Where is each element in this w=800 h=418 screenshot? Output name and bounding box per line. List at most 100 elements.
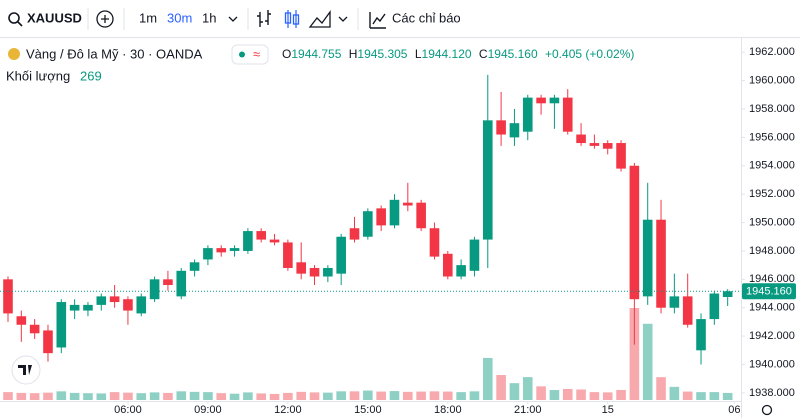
candle-body — [243, 231, 253, 251]
candle-body — [149, 279, 160, 300]
candle-body — [722, 291, 733, 298]
candle-body — [669, 296, 680, 308]
interval-dropdown[interactable] — [228, 16, 238, 22]
volume-bar — [456, 392, 466, 400]
candle-body — [43, 330, 53, 354]
volume-bar — [96, 393, 107, 400]
volume-bar — [616, 390, 626, 400]
candles-icon[interactable] — [284, 12, 292, 24]
candle-body — [443, 253, 453, 277]
x-tick-label: 06 — [728, 404, 740, 416]
search-icon[interactable] — [8, 12, 20, 24]
candle-body — [83, 304, 93, 311]
symbol-logo — [8, 48, 20, 60]
y-tick-label: 1952.000 — [749, 188, 795, 200]
ohlc-key: H — [349, 47, 358, 61]
candle-body — [269, 239, 280, 243]
candle-body — [163, 279, 173, 286]
symbol[interactable]: XAUUSD — [27, 10, 82, 25]
volume-bar — [682, 391, 693, 400]
indicators-icon[interactable] — [369, 12, 386, 29]
interval[interactable]: 1h — [202, 10, 216, 25]
market-status-dot — [239, 51, 245, 58]
volume-bar — [109, 392, 120, 400]
volume-bar — [216, 393, 227, 400]
candle-body — [709, 293, 720, 320]
candle-body — [3, 279, 13, 314]
candle-body — [229, 248, 240, 251]
volume-bar — [722, 392, 733, 400]
volume-bar — [243, 392, 253, 400]
volume-bar — [429, 391, 440, 400]
area-icon[interactable] — [308, 10, 331, 28]
volume-bar — [376, 391, 386, 400]
candle-body — [576, 134, 586, 144]
volume-bar — [363, 390, 373, 400]
candle-body — [403, 202, 413, 206]
interval[interactable]: 30m — [167, 10, 192, 25]
candle-body — [389, 199, 400, 226]
ohlc-value: 1944.120 — [422, 47, 472, 61]
delay-icon: ≈ — [253, 46, 260, 61]
volume-bar — [323, 392, 333, 400]
y-tick-label: 1962.000 — [749, 46, 795, 58]
candle-body — [602, 143, 613, 149]
status-pill[interactable] — [231, 44, 269, 65]
volume-bar — [403, 391, 413, 400]
volume-value: 269 — [80, 68, 102, 83]
volume-bar — [536, 386, 546, 400]
candle-body — [216, 248, 227, 253]
y-tick-label: 1956.000 — [749, 131, 795, 143]
toolbar: XAUUSD 1m 30m 1h Các chỉ báo — [8, 8, 461, 30]
x-tick-label: 18:00 — [434, 404, 462, 416]
candle-body — [283, 242, 293, 268]
volume-bar — [189, 391, 200, 400]
bars-icon[interactable] — [257, 10, 271, 27]
x-tick-label: 06:00 — [114, 404, 142, 416]
volume-bar — [229, 393, 240, 400]
volume-bar — [69, 392, 80, 400]
candle-body — [696, 319, 706, 351]
volume-bar — [56, 391, 67, 400]
y-tick-label: 1938.000 — [749, 387, 795, 399]
candle-body — [323, 267, 333, 277]
candle-body — [96, 296, 107, 305]
volume-bar — [269, 393, 280, 400]
candle-body — [309, 267, 320, 277]
x-tick-label: 15 — [602, 404, 614, 416]
indicators-button[interactable]: Các chỉ báo — [392, 10, 461, 25]
candle-body — [376, 208, 386, 226]
candle-body — [176, 270, 187, 297]
volume-bar — [203, 392, 213, 400]
volume-bar — [283, 392, 293, 400]
candle-body — [656, 219, 666, 308]
interval[interactable]: 1m — [139, 10, 157, 25]
volume-bar — [176, 391, 187, 400]
volume-bar — [43, 392, 53, 400]
candle-body — [189, 262, 200, 271]
y-tick-label: 1944.000 — [749, 302, 795, 314]
candle-body — [536, 97, 546, 104]
volume-bar — [296, 391, 306, 400]
volume-bar — [416, 391, 426, 400]
candle-body — [522, 97, 533, 132]
ohlc-key: O — [282, 47, 291, 61]
candle-body — [509, 123, 520, 138]
volume-bar — [669, 386, 680, 400]
y-tick-label: 1958.000 — [749, 103, 795, 115]
x-tick-label: 09:00 — [194, 404, 222, 416]
volume-bar — [469, 391, 480, 400]
volume-bar — [522, 377, 533, 400]
ohlc-value: 1944.755 — [291, 47, 341, 61]
candle-body — [203, 248, 213, 260]
tv-logo-mark — [18, 365, 32, 375]
compare-button[interactable] — [96, 10, 114, 28]
chart-type-dropdown[interactable] — [338, 16, 348, 22]
volume-bar — [576, 389, 586, 400]
candle-body — [482, 120, 493, 240]
candle-body — [549, 97, 560, 104]
candle-body — [416, 202, 426, 229]
settings-icon[interactable] — [761, 404, 773, 416]
